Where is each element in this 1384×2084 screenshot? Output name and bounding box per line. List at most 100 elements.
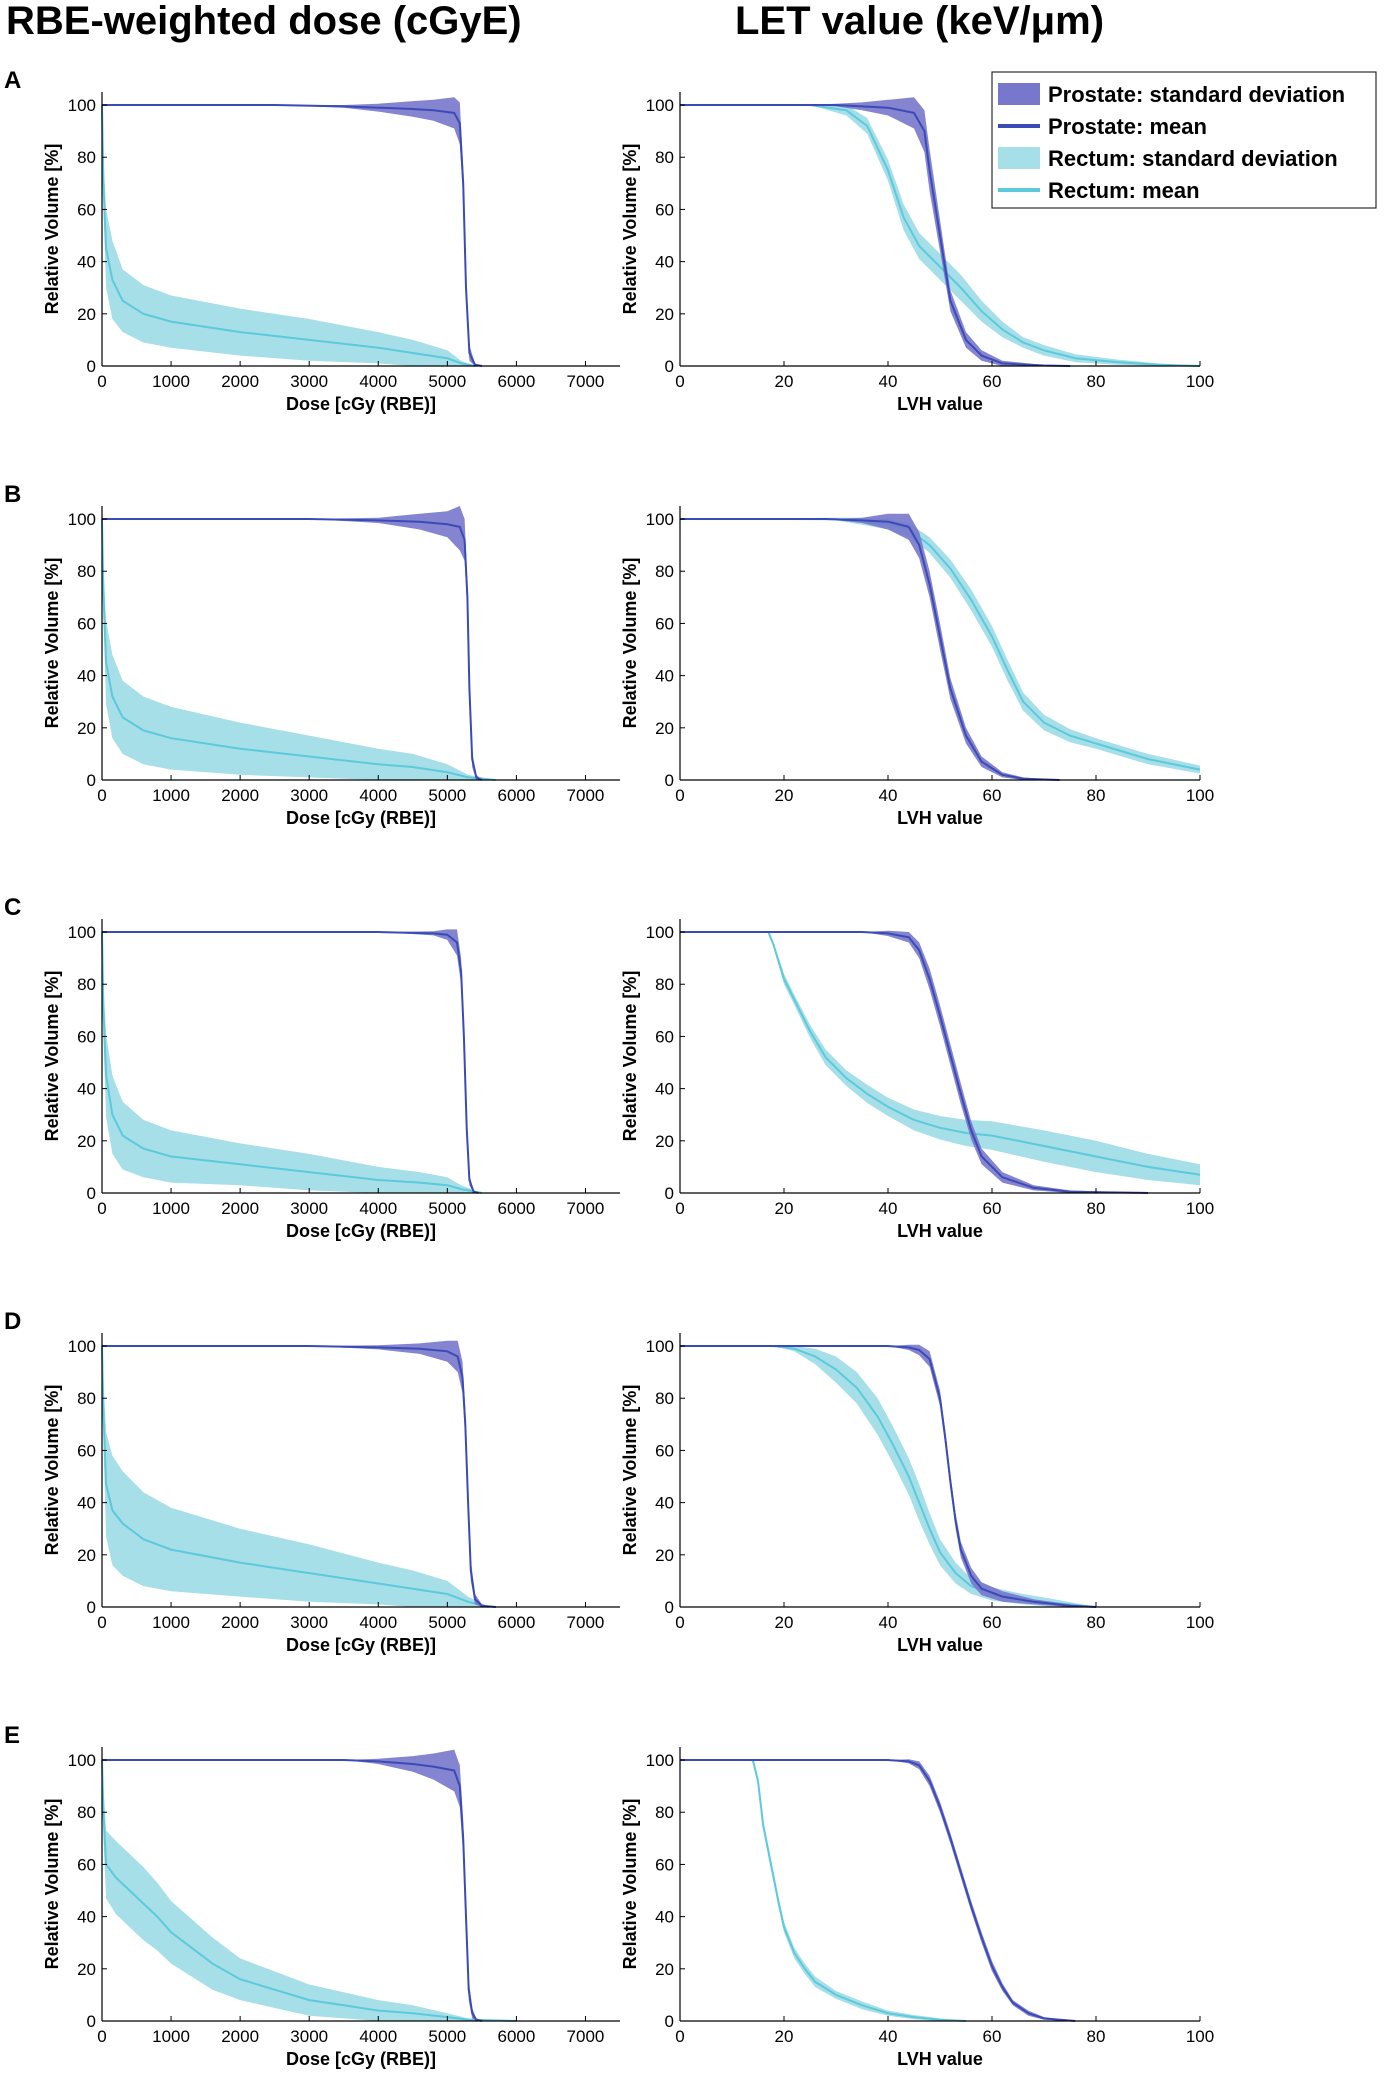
y-tick-label: 60 <box>655 200 674 219</box>
x-tick-label: 7000 <box>567 1199 605 1218</box>
legend-box <box>991 71 1377 209</box>
y-tick-label: 20 <box>655 1960 674 1979</box>
panel-letter-c: C <box>4 894 21 921</box>
y-tick-label: 20 <box>77 719 96 738</box>
y-tick-label: 100 <box>646 510 674 529</box>
x-tick-label: 0 <box>675 1199 684 1218</box>
x-tick-label: 20 <box>775 2027 794 2046</box>
x-tick-label: 100 <box>1186 2027 1214 2046</box>
panel-d-let: 0 20 40 60 80 100 0 20 40 60 80 100 LVH value Relativ… <box>620 1333 1214 1655</box>
x-tick-label: 40 <box>879 786 898 805</box>
y-axis-label: Relative Volume [%] <box>620 971 640 1142</box>
rectum-mean-line <box>101 518 496 781</box>
x-tick-label: 7000 <box>567 372 605 391</box>
panel-a-dose: A 0 1000 2000 3000 4000 5000 6000 7000 0 20 40 60 80 1… <box>4 67 620 414</box>
x-tick-label: 0 <box>97 786 106 805</box>
y-tick-label: 0 <box>87 357 96 376</box>
x-tick-label: 4000 <box>359 1199 397 1218</box>
legend-label-rectum-standard-deviation: Rectum: standard deviation <box>1048 146 1338 171</box>
x-tick-label: 60 <box>983 786 1002 805</box>
x-tick-label: 4000 <box>359 372 397 391</box>
y-tick-label: 0 <box>665 2012 674 2031</box>
y-tick-label: 60 <box>77 614 96 633</box>
y-tick-label: 20 <box>77 1132 96 1151</box>
y-tick-label: 100 <box>68 96 96 115</box>
y-tick-label: 80 <box>77 562 96 581</box>
x-tick-label: 2000 <box>221 2027 259 2046</box>
x-tick-label: 40 <box>879 372 898 391</box>
x-tick-label: 1000 <box>152 786 190 805</box>
y-tick-label: 0 <box>665 357 674 376</box>
prostate-std-band <box>102 1749 482 2021</box>
y-tick-label: 0 <box>87 1598 96 1617</box>
y-tick-label: 20 <box>655 305 674 324</box>
x-tick-label: 7000 <box>567 2027 605 2046</box>
x-axis-label: LVH value <box>897 1635 983 1655</box>
y-tick-label: 40 <box>655 253 674 272</box>
x-tick-label: 1000 <box>152 372 190 391</box>
x-axis-label: Dose [cGy (RBE)] <box>286 1635 436 1655</box>
prostate-mean-line <box>102 931 479 1194</box>
y-axis-label: Relative Volume [%] <box>42 558 62 729</box>
x-tick-label: 0 <box>97 1613 106 1632</box>
y-tick-label: 20 <box>77 1546 96 1565</box>
legend: Prostate: standard deviation Prostate: me… <box>991 71 1377 209</box>
rectum-mean-line <box>101 1345 490 1608</box>
x-tick-label: 80 <box>1087 1613 1106 1632</box>
x-tick-label: 60 <box>983 372 1002 391</box>
panel-letter-b: B <box>4 481 21 508</box>
x-tick-label: 1000 <box>152 1613 190 1632</box>
y-tick-label: 0 <box>87 771 96 790</box>
panel-e-dose: E 0 1000 2000 3000 4000 5000 6000 7000 0 20 40 60 80 1… <box>4 1722 620 2069</box>
x-tick-label: 20 <box>775 786 794 805</box>
x-tick-label: 40 <box>879 1199 898 1218</box>
left-column-title: RBE-weighted dose (cGyE) <box>6 0 522 43</box>
prostate-mean-line <box>680 518 1060 781</box>
x-tick-label: 1000 <box>152 2027 190 2046</box>
x-tick-label: 5000 <box>428 786 466 805</box>
x-tick-label: 4000 <box>359 786 397 805</box>
x-tick-label: 2000 <box>221 786 259 805</box>
x-tick-label: 7000 <box>567 786 605 805</box>
rectum-mean-line <box>680 104 1201 367</box>
y-tick-label: 80 <box>77 148 96 167</box>
prostate-mean-line <box>680 1345 1097 1608</box>
prostate-mean-line <box>102 104 483 367</box>
legend-swatch-rectum-standard-deviation <box>998 147 1040 169</box>
y-tick-label: 80 <box>655 1803 674 1822</box>
rectum-mean-line <box>680 1345 1097 1608</box>
prostate-mean-line <box>102 1759 483 2022</box>
y-tick-label: 40 <box>77 1494 96 1513</box>
x-tick-label: 80 <box>1087 2027 1106 2046</box>
prostate-mean-line <box>680 1759 1076 2022</box>
y-tick-label: 100 <box>646 96 674 115</box>
rectum-std-band <box>102 105 475 366</box>
y-axis-label: Relative Volume [%] <box>42 971 62 1142</box>
x-tick-label: 40 <box>879 2027 898 2046</box>
y-tick-label: 60 <box>77 1855 96 1874</box>
x-tick-label: 40 <box>879 1613 898 1632</box>
x-tick-label: 0 <box>675 1613 684 1632</box>
y-tick-label: 100 <box>646 1751 674 1770</box>
panel-c-let: 0 20 40 60 80 100 0 20 40 60 80 100 LVH value Relativ… <box>620 919 1214 1241</box>
x-tick-label: 1000 <box>152 1199 190 1218</box>
rectum-mean-line <box>680 931 1201 1176</box>
x-tick-label: 5000 <box>428 2027 466 2046</box>
x-tick-label: 80 <box>1087 372 1106 391</box>
y-tick-label: 60 <box>77 200 96 219</box>
legend-label-prostate-mean: Prostate: mean <box>1048 114 1207 139</box>
y-tick-label: 100 <box>68 510 96 529</box>
y-axis-label: Relative Volume [%] <box>42 144 62 315</box>
panel-letter-e: E <box>4 1722 20 1749</box>
x-tick-label: 6000 <box>497 372 535 391</box>
rectum-mean-line <box>101 931 483 1194</box>
x-axis-label: LVH value <box>897 2049 983 2069</box>
y-tick-label: 20 <box>655 1546 674 1565</box>
x-tick-label: 2000 <box>221 1199 259 1218</box>
y-tick-label: 80 <box>77 1389 96 1408</box>
rectum-std-band <box>102 932 482 1193</box>
x-tick-label: 2000 <box>221 1613 259 1632</box>
x-tick-label: 0 <box>97 1199 106 1218</box>
y-tick-label: 0 <box>665 1184 674 1203</box>
